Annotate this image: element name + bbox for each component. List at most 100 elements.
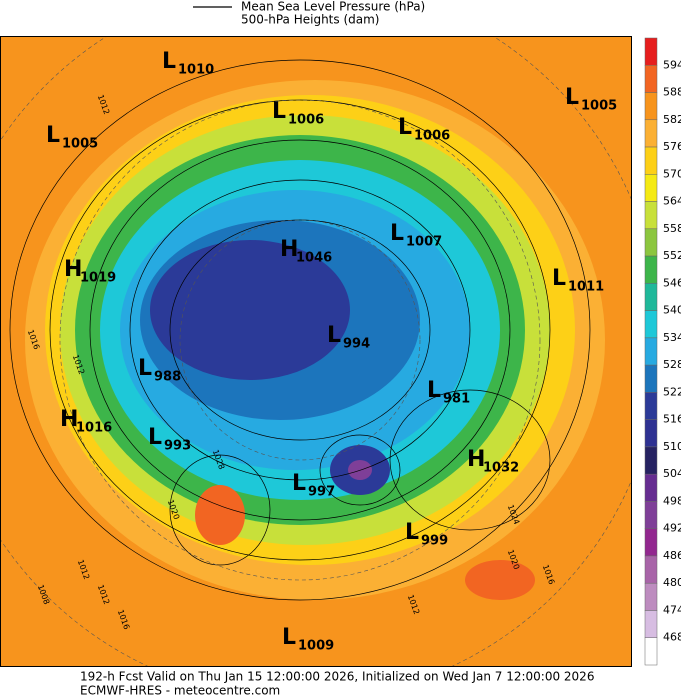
center-value: 999 (421, 534, 448, 549)
colorbar-cell (644, 201, 658, 230)
map-border (0, 36, 632, 667)
colorbar-label: 510 (663, 440, 681, 453)
colorbar-label: 498 (663, 494, 681, 507)
center-value: 1005 (62, 137, 98, 152)
center-letter: L (327, 323, 341, 348)
colorbar-cell (644, 119, 658, 148)
center-value: 1005 (581, 99, 617, 114)
colorbar-cell (644, 582, 658, 611)
colorbar-label: 504 (663, 467, 681, 480)
colorbar-cell (644, 555, 658, 584)
colorbar-cell (644, 637, 658, 666)
center-value: 1006 (414, 129, 450, 144)
pressure-center: L 1007 (390, 221, 442, 250)
colorbar-label: 540 (663, 304, 681, 317)
center-value: 1007 (406, 235, 442, 250)
center-letter: L (405, 520, 419, 545)
colorbar-label: 558 (663, 222, 681, 235)
center-letter: L (282, 625, 296, 650)
pressure-center: L 1009 (282, 625, 334, 654)
colorbar-label: 546 (663, 276, 681, 289)
colorbar-cell (644, 501, 658, 529)
center-value: 1032 (483, 461, 519, 476)
colorbar-label: 480 (663, 576, 681, 589)
center-letter: L (292, 471, 306, 496)
colorbar-cell (644, 446, 658, 475)
footer-text: 192-h Fcst Valid on Thu Jan 15 12:00:00 … (80, 670, 594, 684)
center-letter: L (138, 356, 152, 381)
colorbar-cell (644, 283, 658, 311)
colorbar-cell (644, 174, 658, 202)
pressure-center: L 1005 (565, 85, 617, 114)
center-letter: L (552, 266, 566, 291)
pressure-center: L 981 (427, 378, 470, 407)
pressure-center: L 1011 (552, 266, 604, 295)
center-value: 1006 (288, 113, 324, 128)
center-letter: H (64, 257, 82, 282)
colorbar-cell (644, 92, 658, 121)
center-letter: L (565, 85, 579, 110)
center-value: 1019 (80, 271, 116, 286)
colorbar-label: 486 (663, 549, 681, 562)
legend-text: 500-hPa Heights (dam) (241, 13, 379, 27)
pressure-center: L 999 (405, 520, 448, 549)
colorbar-cell (644, 610, 658, 638)
pressure-center: L 1005 (46, 123, 98, 152)
colorbar-cell (644, 255, 658, 284)
colorbar-cell (644, 337, 658, 366)
colorbar-label: 576 (663, 140, 681, 153)
center-value: 1010 (178, 63, 214, 78)
center-letter: L (390, 221, 404, 246)
colorbar-cell (644, 364, 658, 393)
colorbar-label: 516 (663, 413, 681, 426)
colorbar-cell (644, 65, 658, 93)
colorbar-label: 468 (663, 631, 681, 644)
colorbar-cell (644, 473, 658, 502)
center-letter: H (60, 407, 78, 432)
map-field (0, 36, 632, 667)
colorbar-label: 588 (663, 86, 681, 99)
center-letter: L (272, 99, 286, 124)
pressure-center: L 1010 (162, 49, 214, 78)
colorbar-label: 594 (663, 58, 681, 71)
colorbar-label: 570 (663, 167, 681, 180)
colorbar-cell (644, 37, 658, 66)
pressure-center: L 993 (148, 425, 191, 454)
center-letter: L (427, 378, 441, 403)
colorbar-cell (644, 419, 658, 448)
center-value: 1009 (298, 639, 334, 654)
pressure-center: L 997 (292, 471, 335, 500)
center-letter: L (148, 425, 162, 450)
pressure-center: L 988 (138, 356, 181, 385)
center-value: 1046 (296, 251, 332, 266)
center-value: 993 (164, 439, 191, 454)
colorbar-cell (644, 528, 658, 557)
colorbar-label: 582 (663, 113, 681, 126)
colorbar-label: 552 (663, 249, 681, 262)
center-value: 1011 (568, 280, 604, 295)
center-value: 1016 (76, 421, 112, 436)
colorbar-label: 564 (663, 195, 681, 208)
center-value: 981 (443, 392, 470, 407)
center-value: 994 (343, 337, 370, 352)
colorbar-cell (644, 310, 658, 339)
colorbar-label: 534 (663, 331, 681, 344)
center-letter: L (46, 123, 60, 148)
colorbar-label: 492 (663, 522, 681, 535)
center-letter: H (280, 237, 298, 262)
center-value: 997 (308, 485, 335, 500)
colorbar-label: 528 (663, 358, 681, 371)
center-value: 988 (154, 370, 181, 385)
footer-text: ECMWF-HRES - meteocentre.com (80, 684, 280, 698)
colorbar-label: 522 (663, 385, 681, 398)
colorbar-cell (644, 228, 658, 257)
colorbar-cell (644, 146, 658, 175)
center-letter: L (162, 49, 176, 74)
center-letter: H (467, 447, 485, 472)
